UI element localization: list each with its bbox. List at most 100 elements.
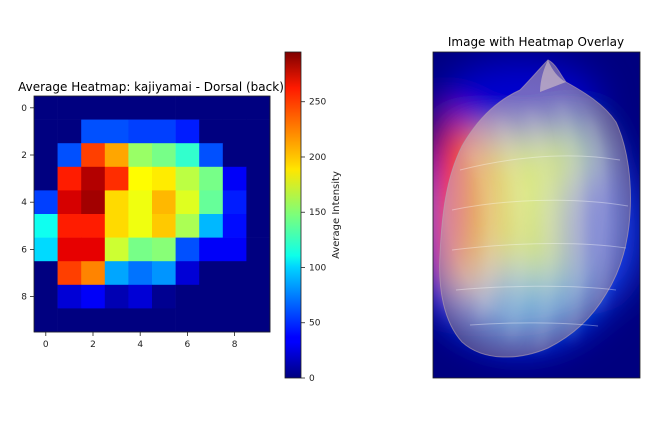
heatmap-cell (81, 237, 106, 262)
heatmap-cell (175, 96, 200, 120)
heatmap-cell (104, 214, 129, 238)
heatmap-cell (57, 261, 82, 286)
heatmap-x-axis: 0 2 4 6 8 (43, 332, 238, 350)
heatmap-cell (104, 190, 129, 215)
heatmap-cell (199, 96, 224, 120)
heatmap-cell (152, 119, 176, 144)
heatmap-cell (57, 143, 82, 168)
x-tick-label: 4 (137, 340, 143, 350)
heatmap-cell (128, 190, 153, 215)
heatmap-cell (175, 237, 200, 262)
colorbar-tick-label: 150 (309, 208, 326, 218)
heatmap-cell (104, 261, 129, 286)
colorbar-tick-label: 50 (309, 319, 321, 329)
heatmap-cell (34, 190, 58, 215)
heatmap-cell (128, 119, 153, 144)
heatmap-cell (128, 96, 153, 120)
heatmap-cell (57, 308, 82, 333)
heatmap-cell (222, 143, 247, 168)
heatmap-cell (246, 96, 271, 120)
colorbar-axis: 0 50 100 150 200 250 (301, 98, 326, 384)
heatmap-cell (222, 214, 247, 238)
heatmap-cell (128, 308, 153, 333)
heatmap-cell (246, 214, 271, 238)
heatmap-cell (222, 237, 247, 262)
heatmap-cell (57, 214, 82, 238)
heatmap-cell (246, 237, 271, 262)
heatmap-cell (152, 308, 176, 333)
heatmap-cell (128, 284, 153, 309)
heatmap-cell (128, 143, 153, 168)
heatmap-cell (57, 119, 82, 144)
heatmap-cell (34, 308, 58, 333)
heatmap-cell (175, 284, 200, 309)
heatmap-cell (104, 308, 129, 333)
heatmap-title: Average Heatmap: kajiyamai - Dorsal (bac… (18, 80, 284, 94)
heatmap-cell (222, 96, 247, 120)
heatmap-cell (34, 214, 58, 238)
heatmap-cell (81, 190, 106, 215)
heatmap-cell (246, 143, 271, 168)
heatmap-cell (81, 308, 106, 333)
x-tick-label: 2 (90, 340, 96, 350)
heatmap-cell (104, 143, 129, 168)
heatmap-cell (57, 284, 82, 309)
heatmap-cell (81, 261, 106, 286)
heatmap-cell (222, 119, 247, 144)
y-tick-label: 2 (21, 151, 27, 161)
heatmap-cell (34, 237, 58, 262)
heatmap-cell (128, 237, 153, 262)
heatmap-cell (57, 96, 82, 120)
heatmap-cell (81, 284, 106, 309)
heatmap-cell (34, 284, 58, 309)
heatmap-cell (57, 166, 82, 191)
heatmap-cell (152, 237, 176, 262)
x-tick-label: 8 (232, 340, 238, 350)
y-tick-label: 8 (21, 293, 27, 303)
heatmap-cell (104, 237, 129, 262)
heatmap-cell (246, 261, 271, 286)
heatmap-cell (199, 261, 224, 286)
heatmap-cell (222, 261, 247, 286)
heatmap-cell (152, 190, 176, 215)
heatmap-cell (175, 190, 200, 215)
heatmap-cell (81, 166, 106, 191)
heatmap-cell (222, 166, 247, 191)
heatmap-cell (222, 308, 247, 333)
x-tick-label: 6 (185, 340, 191, 350)
heatmap-cell (34, 143, 58, 168)
heatmap-cell (81, 96, 106, 120)
y-tick-label: 4 (21, 198, 27, 208)
colorbar-tick-label: 250 (309, 98, 326, 108)
heatmap-cell (175, 166, 200, 191)
heatmap-cell (199, 166, 224, 191)
heatmap-cell (199, 190, 224, 215)
heatmap-frame (33, 95, 271, 333)
heatmap-cell (152, 96, 176, 120)
heatmap-cell (34, 119, 58, 144)
y-tick-label: 6 (21, 245, 27, 255)
heatmap-cell (128, 166, 153, 191)
heatmap-cell (128, 261, 153, 286)
heatmap-cell (81, 214, 106, 238)
heatmap-cell (34, 166, 58, 191)
heatmap-cell (222, 190, 247, 215)
heatmap-cell (199, 237, 224, 262)
heatmap-cell (199, 143, 224, 168)
heatmap-cell (81, 119, 106, 144)
heatmap-cell (246, 166, 271, 191)
heatmap-cell (104, 284, 129, 309)
heatmap-plot (34, 96, 271, 333)
y-tick-label: 0 (21, 104, 27, 114)
heatmap-cell (199, 119, 224, 144)
colorbar-tick-label: 0 (309, 374, 315, 384)
heatmap-cell (175, 308, 200, 333)
heatmap-cell (104, 96, 129, 120)
heatmap-cell (128, 214, 153, 238)
overlay-image (432, 51, 641, 379)
heatmap-cell (246, 119, 271, 144)
heatmap-cell (34, 96, 58, 120)
heatmap-cell (175, 261, 200, 286)
heatmap-cell (57, 237, 82, 262)
